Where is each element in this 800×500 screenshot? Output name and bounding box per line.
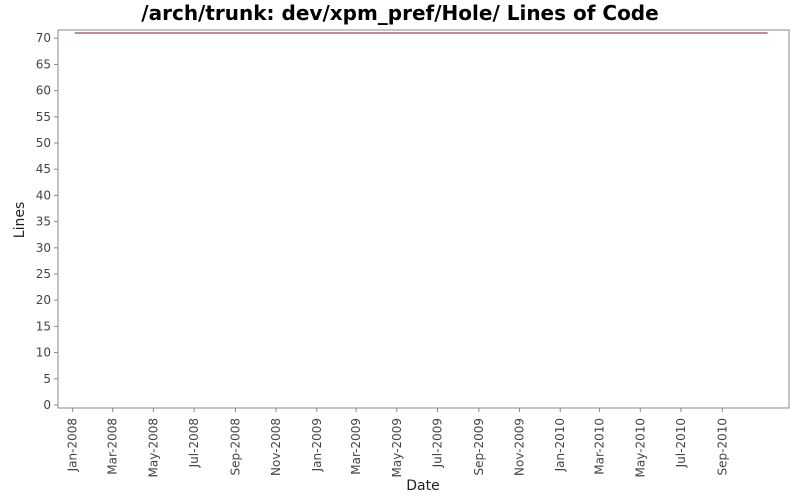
plot-area [57,29,790,409]
y-tick-label: 60 [36,84,51,98]
y-tick-label: 20 [36,293,51,307]
x-tick-label: Jul-2008 [187,418,201,468]
y-tick-label: 45 [36,162,51,176]
x-tick-label: Jan-2008 [66,418,80,472]
y-tick-label: 30 [36,241,51,255]
chart-title: /arch/trunk: dev/xpm_pref/Hole/ Lines of… [141,1,659,25]
x-tick-label: Nov-2009 [513,418,527,476]
x-tick-label: Jul-2009 [431,418,445,468]
x-tick-label: Jul-2010 [674,418,688,468]
x-tick-label: Mar-2008 [106,418,120,475]
y-tick-label: 40 [36,188,51,202]
y-tick-label: 0 [43,398,51,412]
x-tick-label: May-2009 [390,418,404,477]
x-tick-label: Sep-2010 [715,418,729,476]
y-tick-label: 25 [36,267,51,281]
y-tick-label: 65 [36,57,51,71]
y-tick-label: 55 [36,110,51,124]
x-tick-label: Nov-2008 [269,418,283,476]
x-tick-label: Sep-2009 [472,418,486,476]
y-tick-label: 70 [36,31,51,45]
y-tick-label: 10 [36,346,51,360]
y-tick-label: 15 [36,319,51,333]
x-tick-label: Mar-2010 [593,418,607,475]
x-tick-label: Mar-2009 [349,418,363,475]
x-tick-label: May-2008 [146,418,160,477]
y-axis-label: Lines [12,202,28,238]
y-tick-label: 35 [36,215,51,229]
x-tick-label: Sep-2008 [228,418,242,476]
x-tick-label: Jan-2009 [310,418,324,472]
x-axis-label: Date [406,478,439,494]
x-axis: Jan-2008 Mar-2008 May-2008 Jul-2008 Sep-2008… [66,408,729,477]
x-tick-label: Jan-2010 [553,418,567,472]
x-tick-label: May-2010 [633,418,647,477]
y-tick-label: 50 [36,136,51,150]
y-tick-label: 5 [43,372,51,386]
y-axis: 0 5 10 15 20 25 30 35 40 45 50 55 60 65 70 [36,31,58,412]
